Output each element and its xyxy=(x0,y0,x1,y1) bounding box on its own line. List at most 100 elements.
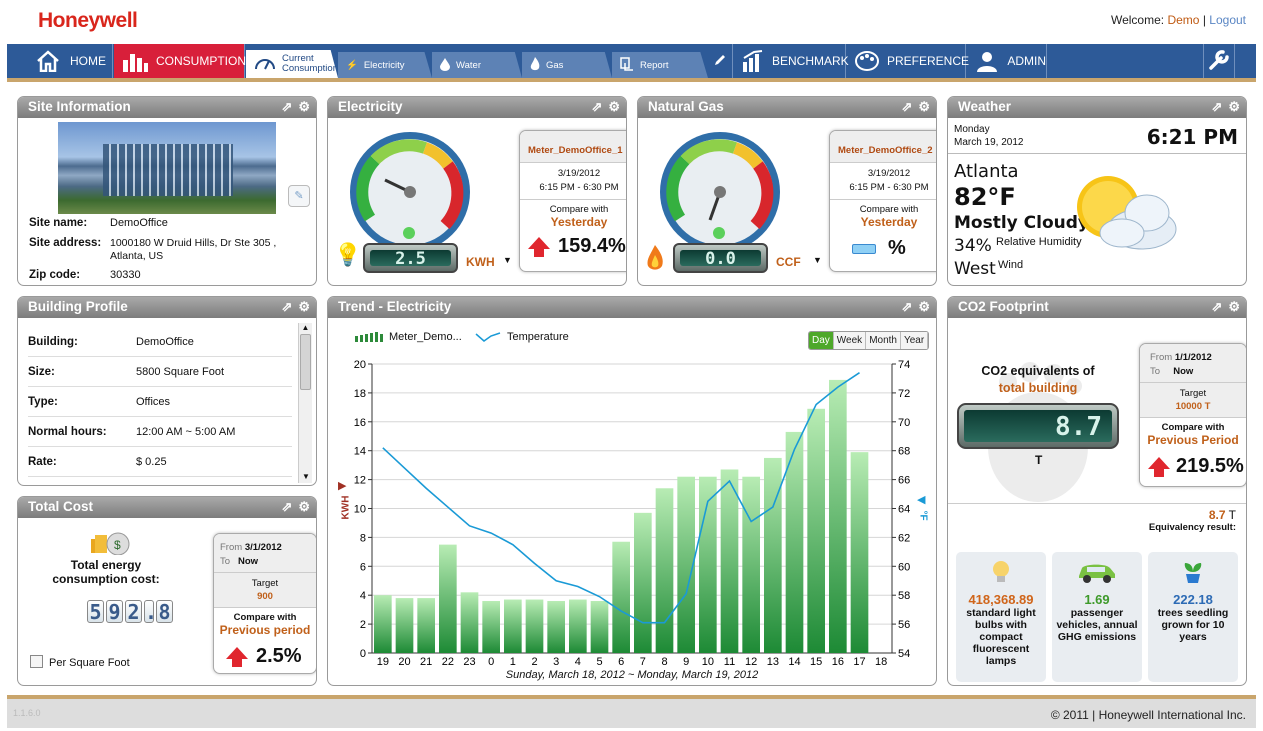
x-tick-label: 0 xyxy=(488,656,494,668)
subnav-electricity-label: Electricity xyxy=(363,59,405,71)
x-tick-label: 9 xyxy=(683,656,689,668)
divider xyxy=(948,503,1246,504)
seedling-icon xyxy=(1182,560,1204,587)
y-tick-label-left: 14 xyxy=(354,446,366,458)
site-name-label: Site name: xyxy=(29,217,88,229)
electricity-date: 3/19/2012 xyxy=(557,168,601,179)
bar xyxy=(807,408,825,653)
gas-reading: 0.0 xyxy=(680,250,761,268)
user-link[interactable]: Demo xyxy=(1167,13,1200,27)
expand-icon[interactable]: ⇗ xyxy=(281,99,293,114)
subnav-report[interactable]: Report xyxy=(612,52,708,78)
logout-link[interactable]: Logout xyxy=(1209,13,1246,27)
panel-title: Total Cost xyxy=(28,499,93,514)
gear-icon[interactable]: ⚙ xyxy=(1228,299,1240,314)
size-row: Size: 5800 Square Foot xyxy=(28,357,292,387)
result-label: Equivalency result: xyxy=(1148,522,1236,533)
scroll-up-icon[interactable]: ▲ xyxy=(301,323,310,332)
gear-icon[interactable]: ⚙ xyxy=(298,99,310,114)
row-label: Rate: xyxy=(28,455,57,468)
x-tick-label: 22 xyxy=(442,656,454,668)
panel-header: Building Profile ⇗ ⚙ xyxy=(18,297,316,318)
bar xyxy=(504,599,522,653)
gas-unit[interactable]: CCF xyxy=(776,255,801,269)
expand-icon[interactable]: ⇗ xyxy=(901,99,913,114)
gear-icon[interactable]: ⚙ xyxy=(298,499,310,514)
to-label: To xyxy=(220,556,231,567)
rate-row: Rate: $ 0.25 xyxy=(28,447,292,477)
scroll-thumb[interactable] xyxy=(300,334,311,390)
unit-dropdown-icon[interactable]: ▼ xyxy=(813,255,822,265)
unit-dropdown-icon[interactable]: ▼ xyxy=(503,255,512,265)
gas-meter-name[interactable]: Meter_DemoOffice_2 xyxy=(830,131,936,162)
home-icon xyxy=(34,50,62,72)
edit-photo-icon[interactable]: ✎ xyxy=(288,185,310,207)
total-cost-panel: Total Cost ⇗ ⚙ $ Total energy consumption … xyxy=(17,496,317,686)
nav-admin[interactable]: ADMIN xyxy=(967,44,1047,78)
expand-icon[interactable]: ⇗ xyxy=(591,99,603,114)
electricity-gauge xyxy=(350,132,470,245)
nav-consumption[interactable]: CONSUMPTION xyxy=(114,44,246,78)
panel-title: CO2 Footprint xyxy=(958,299,1049,314)
row-value: DemoOffice xyxy=(136,335,194,348)
cost-decimal: . xyxy=(144,600,158,624)
gear-icon[interactable]: ⚙ xyxy=(298,299,310,314)
bar xyxy=(569,599,587,653)
toggle-year[interactable]: Year xyxy=(900,332,929,349)
nav-accent-line xyxy=(7,78,1256,82)
nav-home[interactable]: HOME xyxy=(26,44,113,78)
header-separator: | xyxy=(1202,13,1206,27)
cost-compare-card: From 3/1/2012 To Now Target 900 Compare wi… xyxy=(213,533,316,674)
expand-icon[interactable]: ⇗ xyxy=(281,499,293,514)
water-drop-icon xyxy=(440,57,450,74)
trend-electricity-panel: Trend - Electricity ⇗ ⚙ Meter_Demo... Tem… xyxy=(327,296,937,686)
expand-icon[interactable]: ⇗ xyxy=(281,299,293,314)
x-tick-label: 4 xyxy=(575,656,581,668)
equivalency-lightbulbs: 418,368.89 standard light bulbs with com… xyxy=(956,552,1046,682)
legend-meter[interactable]: Meter_Demo... xyxy=(355,331,462,343)
legend-temperature[interactable]: Temperature xyxy=(475,331,569,343)
panel-header: Total Cost ⇗ ⚙ xyxy=(18,497,316,518)
panel-header: Site Information ⇗ ⚙ xyxy=(18,97,316,118)
weather-panel: Weather ⇗ ⚙ Monday March 19, 2012 6:21 PM… xyxy=(947,96,1247,286)
row-value: 5800 Square Foot xyxy=(136,365,225,378)
up-arrow-icon xyxy=(528,236,550,257)
expand-icon[interactable]: ⇗ xyxy=(1211,99,1223,114)
subnav-water[interactable]: Water xyxy=(432,52,522,78)
per-square-foot-checkbox[interactable] xyxy=(30,655,43,668)
subnav-electricity[interactable]: ⚡ Electricity xyxy=(338,52,432,78)
panel-header: Electricity ⇗ ⚙ xyxy=(328,97,626,118)
expand-icon[interactable]: ⇗ xyxy=(1211,299,1223,314)
row-value: $ 0.25 xyxy=(136,455,167,468)
site-address-label: Site address: xyxy=(29,237,102,249)
subnav-water-label: Water xyxy=(456,59,481,71)
gear-icon[interactable]: ⚙ xyxy=(918,99,930,114)
gas-change-pct: % xyxy=(888,237,906,259)
scroll-down-icon[interactable]: ▼ xyxy=(302,472,310,481)
expand-icon[interactable]: ⇗ xyxy=(901,299,913,314)
electricity-unit[interactable]: KWH xyxy=(466,255,495,269)
nav-preference[interactable]: PREFERENCE xyxy=(847,44,969,78)
edit-nav-button[interactable] xyxy=(707,44,733,78)
gear-icon[interactable]: ⚙ xyxy=(608,99,620,114)
y-tick-label-left: 8 xyxy=(360,532,366,544)
subnav-current-consumption[interactable]: Current Consumption xyxy=(246,50,338,78)
subnav-gas[interactable]: Gas xyxy=(522,52,612,78)
gear-icon[interactable]: ⚙ xyxy=(1228,99,1240,114)
electricity-meter-name[interactable]: Meter_DemoOffice_1 xyxy=(520,131,626,162)
weather-wind: West xyxy=(954,259,996,279)
settings-button[interactable] xyxy=(1203,44,1235,78)
bar xyxy=(764,457,782,653)
zip-code-label: Zip code: xyxy=(29,269,81,281)
bar xyxy=(525,599,544,653)
nav-benchmark[interactable]: BENCHMARK xyxy=(734,44,849,78)
scrollbar[interactable]: ▲ ▼ xyxy=(298,323,312,483)
eq-text: passenger vehicles, annual GHG emissions xyxy=(1056,607,1138,643)
result-unit: T xyxy=(1228,508,1236,522)
toggle-day[interactable]: Day xyxy=(809,332,834,349)
toggle-month[interactable]: Month xyxy=(866,332,901,349)
equivalency-trees: 222.18 trees seedling grown for 10 years xyxy=(1148,552,1238,682)
toggle-week[interactable]: Week xyxy=(833,332,867,349)
gear-icon[interactable]: ⚙ xyxy=(918,299,930,314)
bar xyxy=(482,600,500,653)
